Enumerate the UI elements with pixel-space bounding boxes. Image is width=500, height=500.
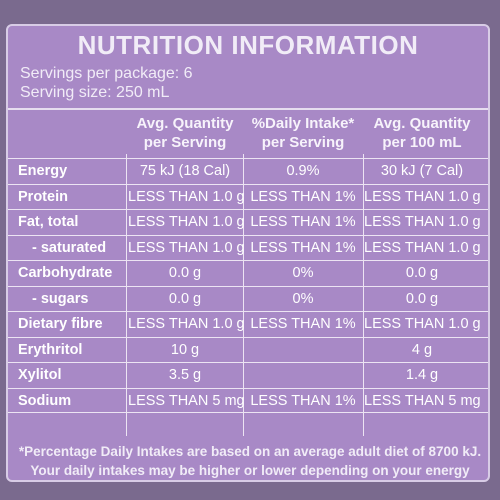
column-divider bbox=[243, 154, 244, 436]
daily-intake-value: LESS THAN 1% bbox=[250, 392, 356, 409]
per-serving-value: 3.5 g bbox=[168, 367, 202, 383]
table-row: Erythritol 10 g 4 g bbox=[8, 336, 488, 363]
column-header-daily-intake: %Daily Intake* per Serving bbox=[251, 115, 355, 151]
nutrition-table: Energy 75 kJ (18 Cal) 0.9% 30 kJ (7 Cal) Pro… bbox=[8, 158, 488, 413]
nutrient-name: Protein bbox=[18, 188, 68, 205]
nutrient-name: Fat, total bbox=[18, 214, 79, 230]
daily-intake-value: LESS THAN 1% bbox=[250, 188, 356, 205]
table-row: Sodium LESS THAN 5 mg LESS THAN 1% LESS THA… bbox=[8, 387, 488, 413]
daily-intake-value bbox=[244, 338, 362, 363]
daily-intake-value: 0% bbox=[292, 290, 314, 307]
nutrition-panel: NUTRITION INFORMATION Servings per packa… bbox=[6, 24, 490, 482]
per-serving-value: LESS THAN 1.0 g bbox=[128, 188, 245, 205]
nutrient-name: Sodium bbox=[18, 392, 72, 409]
per-100ml-value: LESS THAN 1.0 g bbox=[364, 239, 481, 256]
per-serving-value: LESS THAN 1.0 g bbox=[128, 239, 245, 256]
table-row: Fat, total LESS THAN 1.0 g LESS THAN 1% LES… bbox=[8, 209, 488, 235]
per-serving-value: LESS THAN 1.0 g bbox=[128, 316, 245, 332]
per-serving-value: 0.0 g bbox=[168, 290, 202, 307]
daily-intake-value: LESS THAN 1% bbox=[250, 214, 356, 230]
daily-intake-value: LESS THAN 1% bbox=[250, 239, 356, 256]
per-serving-value: 10 g bbox=[170, 341, 200, 358]
nutrient-name: Energy bbox=[18, 163, 68, 179]
table-row: Energy 75 kJ (18 Cal) 0.9% 30 kJ (7 Cal) bbox=[8, 158, 488, 184]
footnote: *Percentage Daily Intakes are based on a… bbox=[18, 444, 482, 478]
servings-per-package: Servings per package: 6 bbox=[20, 65, 193, 82]
nutrient-name: Erythritol bbox=[18, 341, 83, 358]
table-row: Protein LESS THAN 1.0 g LESS THAN 1% LESS T… bbox=[8, 183, 488, 210]
panel-title: NUTRITION INFORMATION bbox=[77, 30, 419, 60]
serving-size: Serving size: 250 mL bbox=[20, 84, 170, 101]
column-divider bbox=[126, 154, 127, 436]
table-row: Xylitol 3.5 g 1.4 g bbox=[8, 362, 488, 388]
daily-intake-value bbox=[244, 363, 362, 388]
column-header-per-serving: Avg. Quantity per Serving bbox=[136, 115, 234, 151]
table-row: Carbohydrate 0.0 g 0% 0.0 g bbox=[8, 260, 488, 286]
daily-intake-value: 0% bbox=[292, 265, 314, 281]
nutrient-name: - sugars bbox=[32, 290, 89, 307]
daily-intake-value: LESS THAN 1% bbox=[250, 316, 356, 332]
nutrient-name: Carbohydrate bbox=[18, 265, 113, 281]
per-serving-value: 0.0 g bbox=[168, 265, 202, 281]
per-100ml-value: LESS THAN 5 mg bbox=[364, 392, 481, 409]
per-100ml-value: 30 kJ (7 Cal) bbox=[380, 163, 464, 179]
table-row: - sugars 0.0 g 0% 0.0 g bbox=[8, 285, 488, 312]
per-serving-value: LESS THAN 5 mg bbox=[128, 392, 245, 409]
per-100ml-value: LESS THAN 1.0 g bbox=[364, 214, 481, 230]
column-divider bbox=[363, 154, 364, 436]
per-100ml-value: 0.0 g bbox=[405, 290, 439, 307]
per-serving-value: LESS THAN 1.0 g bbox=[128, 214, 245, 230]
nutrient-name: - saturated bbox=[32, 239, 107, 256]
per-100ml-value: 1.4 g bbox=[405, 367, 439, 383]
per-100ml-value: 4 g bbox=[411, 341, 433, 358]
nutrient-name: Dietary fibre bbox=[18, 316, 103, 332]
header-divider bbox=[8, 108, 488, 110]
table-row: Dietary fibre LESS THAN 1.0 g LESS THAN 1%… bbox=[8, 311, 488, 337]
per-100ml-value: LESS THAN 1.0 g bbox=[364, 188, 481, 205]
per-100ml-value: 0.0 g bbox=[405, 265, 439, 281]
per-100ml-value: LESS THAN 1.0 g bbox=[364, 316, 481, 332]
daily-intake-value: 0.9% bbox=[286, 163, 320, 179]
column-header-per-100ml: Avg. Quantity per 100 mL bbox=[373, 115, 471, 151]
per-serving-value: 75 kJ (18 Cal) bbox=[139, 163, 231, 179]
table-row: - saturated LESS THAN 1.0 g LESS THAN 1% LE… bbox=[8, 234, 488, 261]
nutrient-name: Xylitol bbox=[18, 367, 62, 383]
